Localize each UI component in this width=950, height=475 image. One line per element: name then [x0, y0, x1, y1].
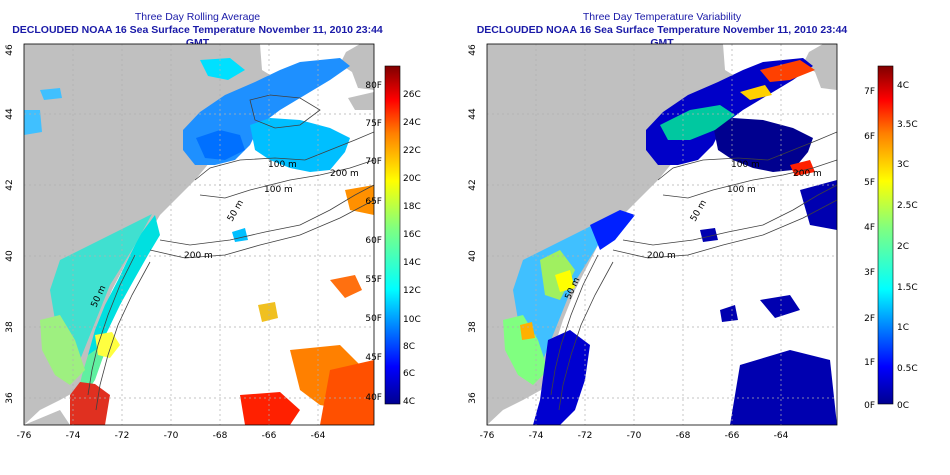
x-tick-label: -70 — [164, 431, 179, 441]
contour-label-100m-b: 100 m — [264, 185, 293, 195]
left-title: Three Day Rolling Average — [134, 11, 261, 23]
colorbar-label-f: 45F — [365, 353, 382, 363]
right-colorbar: 0F 1F 2F 3F 4F 5F 6F 7F 0C 0.5C 1C 1.5C … — [864, 65, 918, 411]
colorbar-label-f: 40F — [365, 393, 382, 403]
colorbar-label-f: 55F — [365, 275, 382, 285]
y-tick-label: 46 — [5, 44, 15, 56]
colorbar-label-f: 75F — [365, 119, 382, 129]
colorbar-label-c: 22C — [403, 146, 421, 156]
colorbar-label-c: 2C — [897, 242, 909, 252]
colorbar-label-f: 0F — [864, 401, 875, 411]
land-mass — [487, 44, 763, 425]
contour-label-200m-b: 200 m — [330, 169, 359, 179]
colorbar-label-f: 4F — [864, 223, 875, 233]
colorbar-label-c: 20C — [403, 174, 421, 184]
colorbar-label-f: 3F — [864, 268, 875, 278]
right-map: 50 m 100 m 100 m 200 m 50 m 200 m — [487, 44, 837, 425]
colorbar-label-c: 3.5C — [897, 120, 918, 130]
colorbar-label-c: 24C — [403, 118, 421, 128]
colorbar-label-c: 2.5C — [897, 201, 918, 211]
contour-label-200m-b: 200 m — [793, 169, 822, 179]
colorbar-label-c: 0C — [897, 401, 909, 411]
y-tick-label: 40 — [5, 250, 15, 262]
left-map: 50 m 100 m 100 m 200 m 50 m 200 m — [24, 44, 374, 425]
right-y-axis: 36 38 40 42 44 46 — [468, 44, 478, 404]
x-tick-label: -72 — [578, 431, 593, 441]
colorbar-label-f: 7F — [864, 87, 875, 97]
x-tick-label: -72 — [115, 431, 130, 441]
y-tick-label: 44 — [5, 108, 15, 120]
land-mass — [24, 44, 300, 425]
y-tick-label: 36 — [468, 392, 478, 404]
x-tick-label: -76 — [17, 431, 32, 441]
x-tick-label: -66 — [725, 431, 740, 441]
x-tick-label: -68 — [213, 431, 228, 441]
colorbar-label-f: 60F — [365, 236, 382, 246]
colorbar-label-f: 80F — [365, 81, 382, 91]
colorbar-label-c: 1.5C — [897, 283, 918, 293]
x-tick-label: -76 — [480, 431, 495, 441]
colorbar-label-c: 0.5C — [897, 364, 918, 374]
x-tick-label: -70 — [627, 431, 642, 441]
y-tick-label: 38 — [5, 321, 15, 333]
colorbar-label-f: 2F — [864, 314, 875, 324]
colorbar-label-c: 26C — [403, 90, 421, 100]
contour-label-100m: 100 m — [268, 160, 297, 170]
x-tick-label: -68 — [676, 431, 691, 441]
colorbar-label-c: 4C — [897, 81, 909, 91]
left-x-axis: -76 -74 -72 -70 -68 -66 -64 — [17, 431, 326, 441]
colorbar-label-f: 70F — [365, 157, 382, 167]
x-tick-label: -66 — [262, 431, 277, 441]
x-tick-label: -74 — [529, 431, 544, 441]
right-map-frame — [486, 43, 838, 426]
left-map-frame — [23, 43, 375, 426]
y-tick-label: 44 — [468, 108, 478, 120]
colorbar-label-c: 1C — [897, 323, 909, 333]
x-tick-label: -64 — [774, 431, 789, 441]
contour-label-100m: 100 m — [731, 160, 760, 170]
colorbar-label-c: 6C — [403, 369, 415, 379]
contour-label-200m: 200 m — [184, 251, 213, 261]
y-tick-label: 36 — [5, 392, 15, 404]
colorbar-label-c: 18C — [403, 202, 421, 212]
colorbar-label-c: 3C — [897, 160, 909, 170]
colorbar-label-c: 4C — [403, 397, 415, 407]
right-x-axis: -76 -74 -72 -70 -68 -66 -64 — [480, 431, 789, 441]
colorbar-label-c: 12C — [403, 286, 421, 296]
right-panel-title: Three Day Temperature Variability DECLOU… — [467, 11, 857, 50]
left-colorbar: 4C 6C 8C 10C 12C 14C 16C 18C 20C 22C 24C… — [365, 65, 421, 407]
colorbar-label-f: 65F — [365, 197, 382, 207]
y-tick-label: 38 — [468, 321, 478, 333]
colorbar-label-c: 14C — [403, 258, 421, 268]
x-tick-label: -74 — [66, 431, 81, 441]
colorbar-label-f: 1F — [864, 358, 875, 368]
y-tick-label: 42 — [468, 179, 478, 190]
contour-label-100m-b: 100 m — [727, 185, 756, 195]
y-tick-label: 40 — [468, 250, 478, 262]
x-tick-label: -64 — [311, 431, 326, 441]
left-y-axis: 36 38 40 42 44 46 — [5, 44, 15, 404]
contour-label-200m: 200 m — [647, 251, 676, 261]
y-tick-label: 46 — [468, 44, 478, 56]
colorbar-label-f: 6F — [864, 132, 875, 142]
right-title: Three Day Temperature Variability — [582, 11, 742, 23]
colorbar-label-c: 10C — [403, 315, 421, 325]
colorbar-label-c: 8C — [403, 342, 415, 352]
colorbar-label-f: 5F — [864, 178, 875, 188]
colorbar-label-c: 16C — [403, 230, 421, 240]
colorbar-label-f: 50F — [365, 314, 382, 324]
y-tick-label: 42 — [5, 179, 15, 190]
